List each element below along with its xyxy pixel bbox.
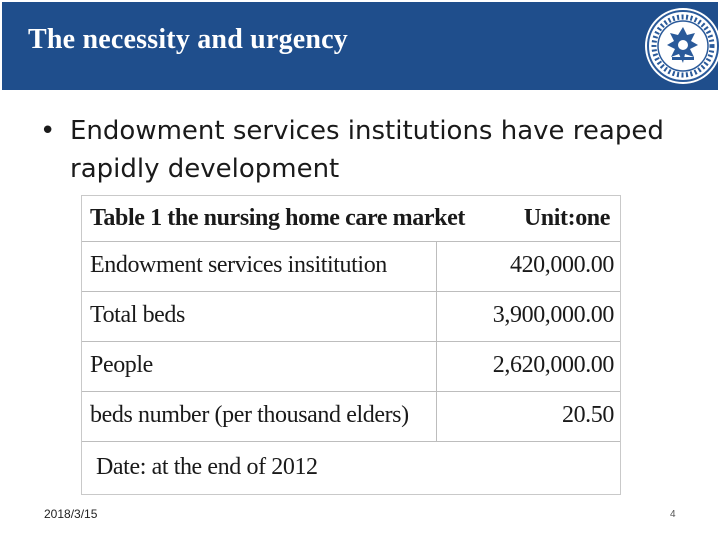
table-title-row: Table 1 the nursing home care market Uni…	[82, 196, 620, 242]
row-value: 3,900,000.00	[492, 302, 615, 328]
table-row: Total beds 3,900,000.00	[82, 292, 620, 342]
table-unit: Unit:one	[523, 205, 611, 231]
bullet-point: • Endowment services institutions have r…	[40, 112, 700, 188]
row-label: beds number (per thousand elders)	[90, 402, 409, 428]
bullet-text: Endowment services institutions have rea…	[70, 116, 664, 184]
table-row: Endowment services insititution 420,000.…	[82, 242, 620, 292]
column-divider	[436, 242, 437, 442]
row-value: 20.50	[561, 402, 614, 428]
row-value: 2,620,000.00	[492, 352, 615, 378]
table-title: Table 1 the nursing home care market	[90, 205, 465, 231]
table-note: Date: at the end of 2012	[96, 454, 318, 480]
row-value: 420,000.00	[509, 252, 614, 278]
table-row: beds number (per thousand elders) 20.50	[82, 392, 620, 442]
row-label: People	[90, 352, 153, 378]
title-bar: The necessity and urgency	[2, 2, 720, 90]
bullet-marker: •	[40, 116, 56, 146]
row-label: Endowment services insititution	[90, 252, 387, 278]
row-label: Total beds	[90, 302, 185, 328]
footer-date: 2018/3/15	[44, 507, 98, 521]
page-number: 4	[670, 509, 676, 520]
slide-title: The necessity and urgency	[28, 24, 348, 55]
market-table: Table 1 the nursing home care market Uni…	[82, 196, 620, 494]
table-row: People 2,620,000.00	[82, 342, 620, 392]
university-seal-icon	[645, 8, 720, 84]
